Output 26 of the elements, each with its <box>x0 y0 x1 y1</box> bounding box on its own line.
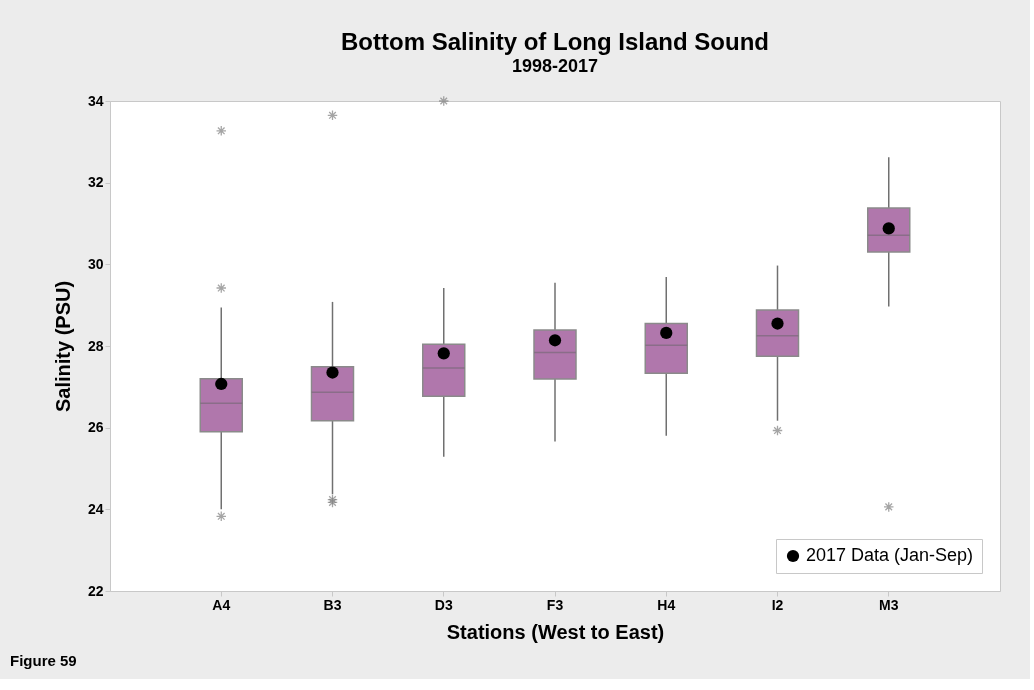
point <box>660 326 673 340</box>
y-tick-label: 32 <box>87 174 104 191</box>
x-tick-label: M3 <box>879 596 899 613</box>
x-tick-label: B3 <box>323 596 342 613</box>
x-tick-label: H4 <box>657 596 676 613</box>
y-axis-title: Salinity (PSU) <box>51 280 74 413</box>
x-tick-label: I2 <box>771 596 784 613</box>
y-tick-label: 28 <box>87 337 104 354</box>
y-tick-label: 22 <box>87 582 104 599</box>
x-axis-title: Stations (West to East) <box>446 620 665 643</box>
point <box>771 317 784 330</box>
y-tick-label: 34 <box>87 92 104 109</box>
chart-title: Bottom Salinity of Long Island Sound <box>341 27 769 55</box>
caption: Figure 59 <box>10 652 77 669</box>
x-tick-label: F3 <box>546 596 564 613</box>
x-tick-label: D3 <box>434 596 453 613</box>
legend-label: 2017 Data (Jan-Sep) <box>806 545 974 565</box>
point <box>326 366 339 379</box>
y-tick-label: 24 <box>87 500 104 517</box>
x-tick-label: A4 <box>212 596 231 613</box>
point <box>215 377 228 391</box>
point <box>548 334 562 347</box>
y-tick-label: 26 <box>87 419 104 436</box>
y-tick-label: 30 <box>87 255 104 272</box>
point <box>437 347 450 360</box>
chart-subtitle: 1998-2017 <box>511 55 599 76</box>
